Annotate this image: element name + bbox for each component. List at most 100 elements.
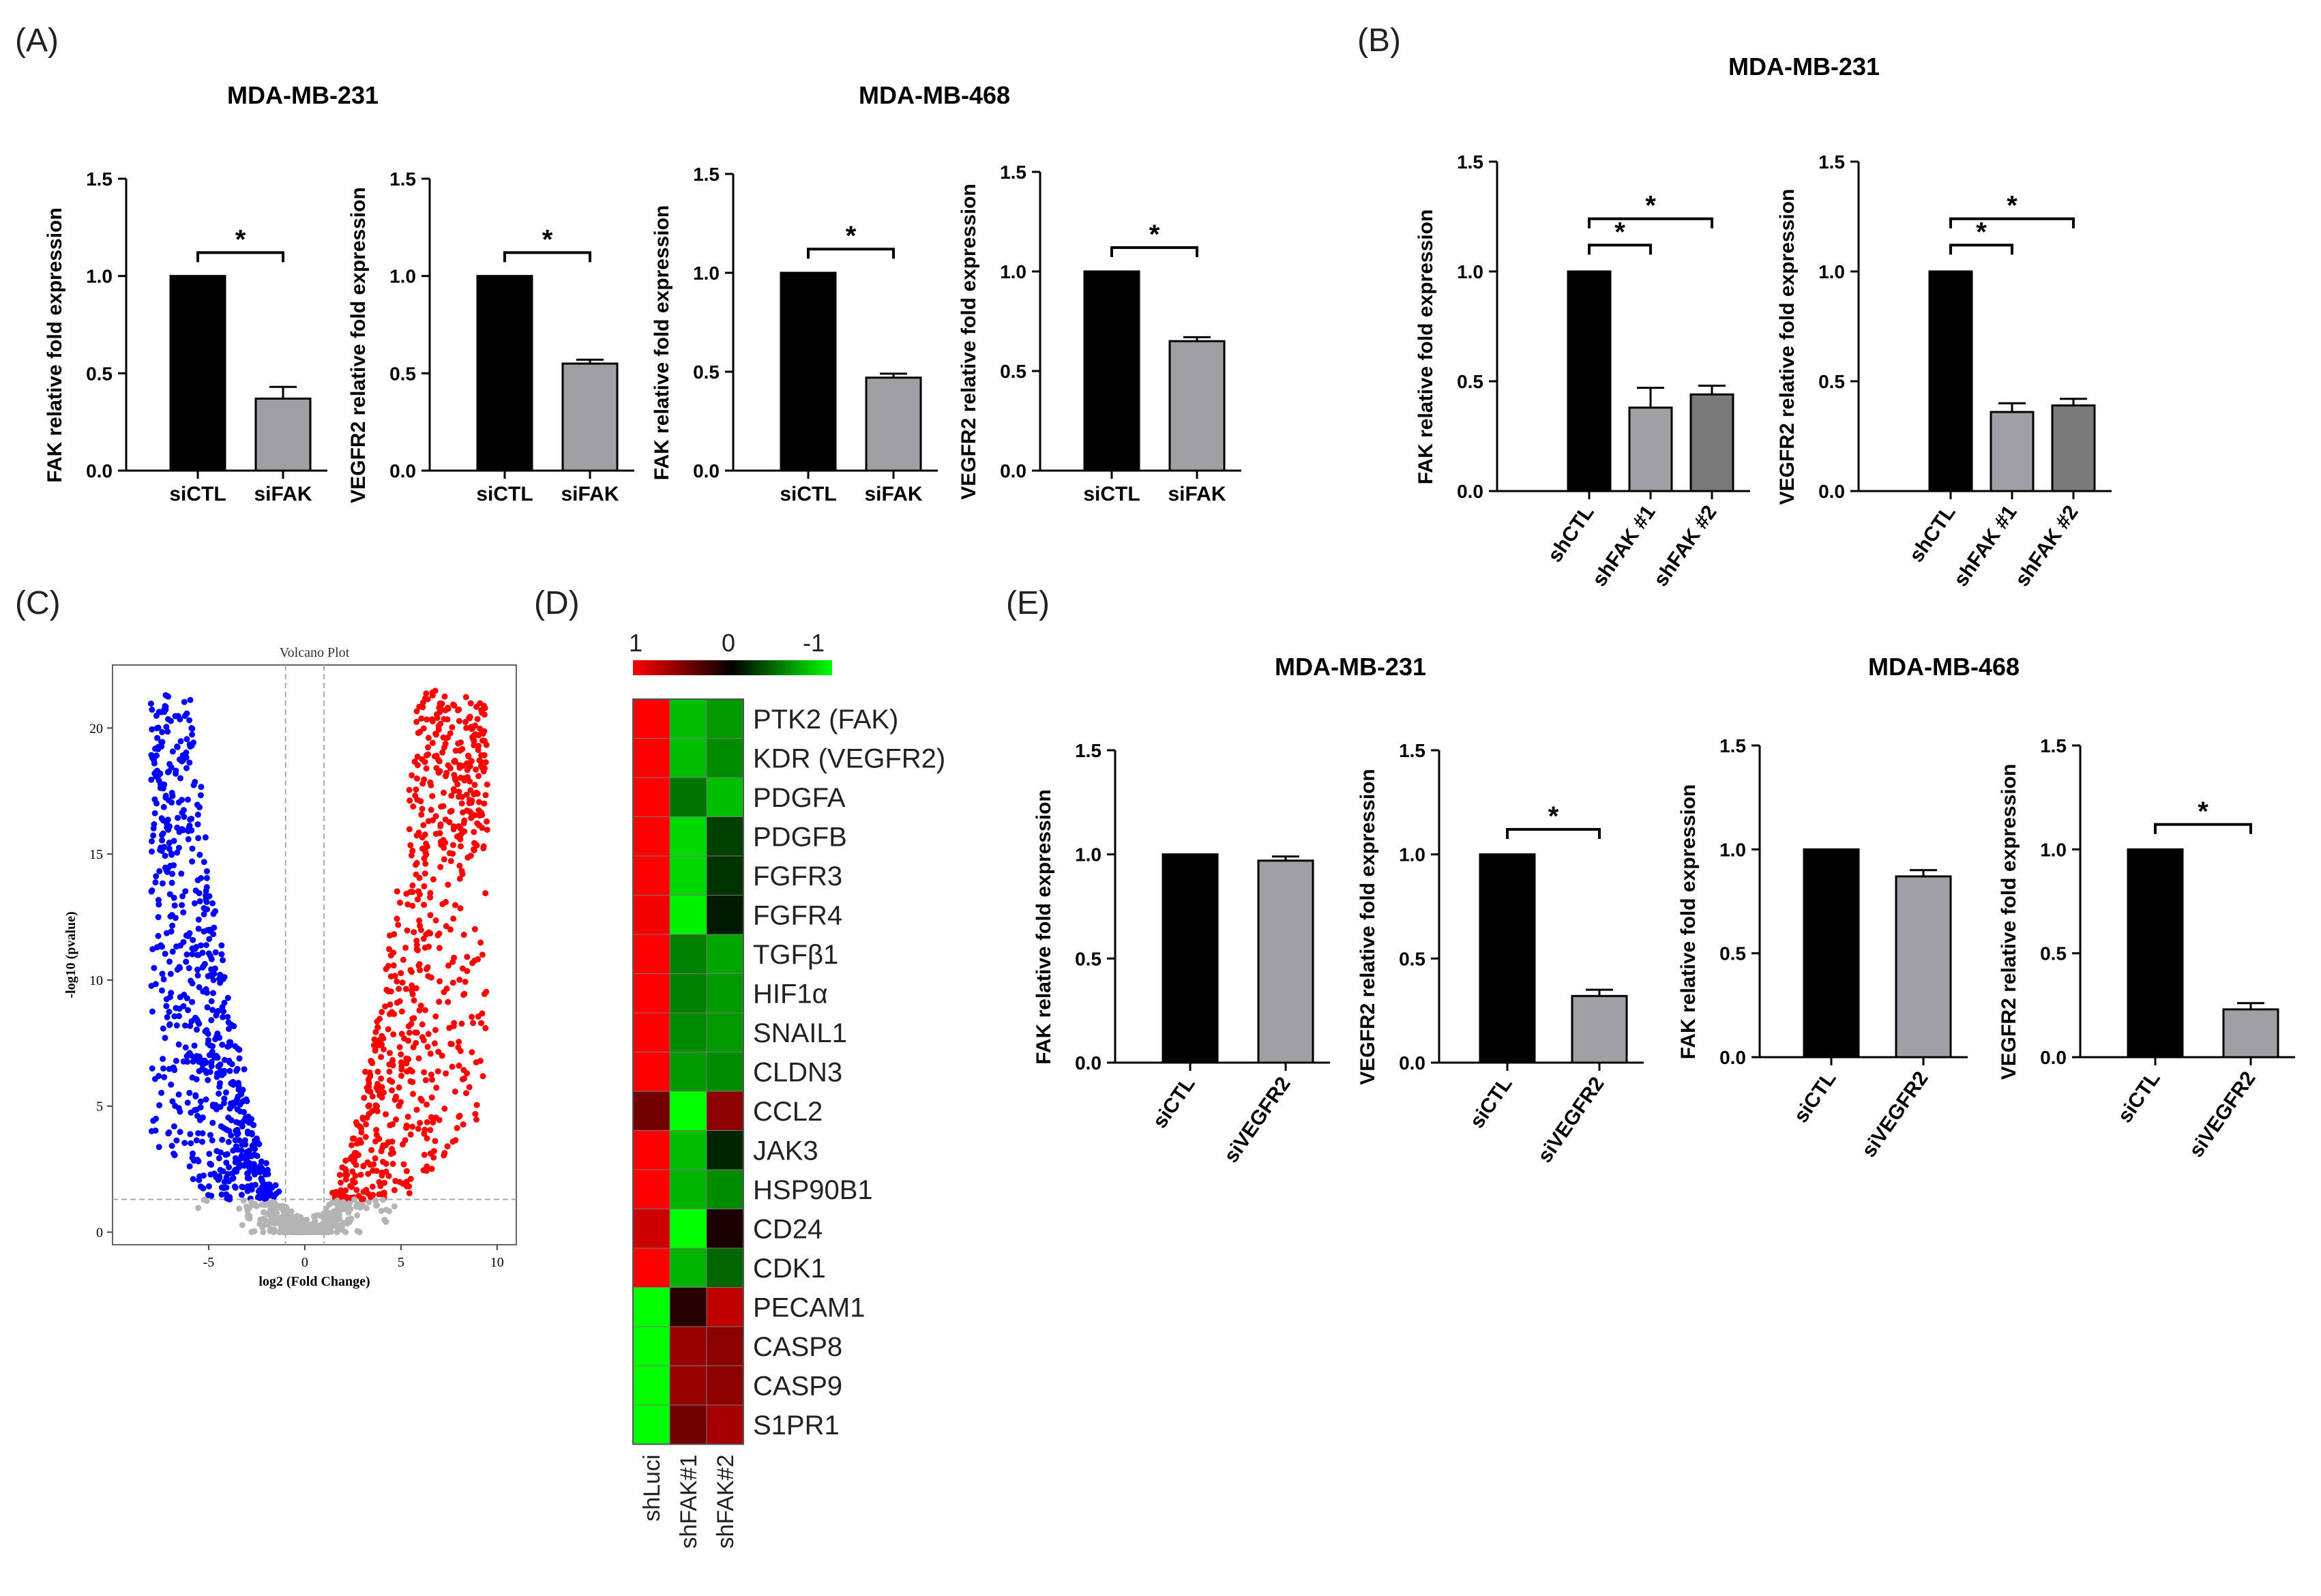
bar-chart-e1: 0.0 0.5 1.0 1.5 FAK relative fold expression… <box>1033 740 1330 1167</box>
volcano-point <box>183 765 190 771</box>
volcano-point <box>220 957 226 964</box>
volcano-point <box>477 810 484 817</box>
volcano-point <box>238 1153 245 1159</box>
x-tick-label: siCTL <box>2114 1067 2165 1127</box>
volcano-point <box>190 1058 196 1065</box>
heatmap-row-label: S1PR1 <box>753 1410 840 1440</box>
volcano-point <box>192 1093 199 1099</box>
volcano-point <box>484 781 490 788</box>
volcano-point <box>167 971 174 977</box>
volcano-point <box>429 793 436 799</box>
volcano-point <box>195 1205 202 1211</box>
y-tick-label: 1.5 <box>1818 151 1845 173</box>
volcano-point <box>194 801 201 808</box>
volcano-point <box>306 1229 313 1235</box>
heatmap-cell <box>632 1404 670 1445</box>
volcano-point <box>230 1147 237 1154</box>
heatmap-cell <box>669 1052 707 1092</box>
volcano-point <box>162 703 168 709</box>
y-tick-label: 1.5 <box>1075 740 1102 761</box>
volcano-point <box>224 1151 231 1157</box>
volcano-point <box>396 1179 403 1185</box>
volcano-point <box>187 816 194 823</box>
volcano-point <box>389 1087 395 1094</box>
volcano-point <box>288 1229 295 1235</box>
volcano-point <box>171 902 178 909</box>
significance-bracket <box>1588 243 1652 255</box>
volcano-point <box>436 945 443 951</box>
volcano-point <box>393 1116 400 1123</box>
volcano-point <box>447 730 454 737</box>
volcano-point <box>437 768 443 775</box>
volcano-point <box>185 932 192 939</box>
x-axis-label: log2 (Fold Change) <box>258 1274 370 1289</box>
volcano-point <box>166 994 173 1001</box>
volcano-point <box>456 793 462 800</box>
volcano-point <box>185 796 191 803</box>
volcano-point <box>418 811 425 818</box>
volcano-point <box>334 1197 340 1204</box>
volcano-point <box>349 1168 356 1175</box>
volcano-point <box>224 994 231 1001</box>
volcano-point <box>477 763 484 769</box>
volcano-point <box>368 1147 375 1153</box>
volcano-point <box>189 1074 196 1081</box>
volcano-point <box>464 954 471 960</box>
volcano-point <box>447 926 454 933</box>
volcano-point <box>168 912 175 919</box>
volcano-point <box>342 1203 349 1210</box>
volcano-point <box>272 1207 279 1213</box>
volcano-point <box>391 1203 398 1210</box>
volcano-point <box>246 1175 252 1181</box>
significance-bracket <box>196 251 284 263</box>
volcano-point <box>177 1129 183 1136</box>
volcano-point <box>376 1016 383 1022</box>
volcano-point <box>454 707 461 713</box>
volcano-point <box>149 838 155 844</box>
group-title-a-left: MDA-MB-231 <box>227 81 379 109</box>
heatmap-cell <box>706 1365 744 1406</box>
y-tick-label: 0.0 <box>1457 481 1483 502</box>
volcano-point <box>432 917 439 923</box>
volcano-point <box>428 974 434 981</box>
volcano-point <box>208 1017 215 1024</box>
volcano-point <box>413 946 420 953</box>
significance-bracket <box>1949 217 2075 228</box>
volcano-point <box>329 1199 336 1206</box>
volcano-point <box>216 1091 222 1097</box>
volcano-point <box>351 1135 357 1142</box>
volcano-point <box>230 1082 237 1088</box>
volcano-point <box>197 1098 204 1105</box>
volcano-point <box>387 1001 394 1008</box>
volcano-point <box>410 1044 417 1050</box>
volcano-point <box>171 862 177 869</box>
volcano-point <box>410 1091 416 1097</box>
group-title-e-left: MDA-MB-231 <box>1275 653 1426 681</box>
volcano-point <box>432 1013 439 1020</box>
volcano-point <box>445 881 452 888</box>
volcano-point <box>180 909 187 916</box>
volcano-point <box>468 758 475 765</box>
volcano-point <box>271 1220 278 1227</box>
volcano-point <box>420 1037 427 1044</box>
volcano-point <box>221 1099 227 1106</box>
volcano-point <box>174 743 181 750</box>
bar <box>1803 848 1860 1059</box>
bar <box>476 275 533 472</box>
volcano-point <box>463 1090 469 1097</box>
volcano-point <box>178 870 185 877</box>
volcano-point <box>169 922 176 929</box>
volcano-point <box>244 1183 251 1189</box>
volcano-point <box>471 926 478 932</box>
volcano-point <box>471 738 477 745</box>
y-tick-label: 5 <box>96 1099 103 1114</box>
volcano-point <box>416 917 423 924</box>
volcano-point <box>443 986 450 992</box>
bar-chart-e3: 0.0 0.5 1.0 1.5 FAK relative fold expression… <box>1677 735 1968 1162</box>
volcano-point <box>470 1020 476 1026</box>
volcano-point <box>342 1167 349 1174</box>
volcano-point <box>434 715 441 722</box>
volcano-point <box>413 1106 420 1113</box>
significance-bracket <box>1588 217 1713 228</box>
volcano-point <box>381 1179 388 1186</box>
